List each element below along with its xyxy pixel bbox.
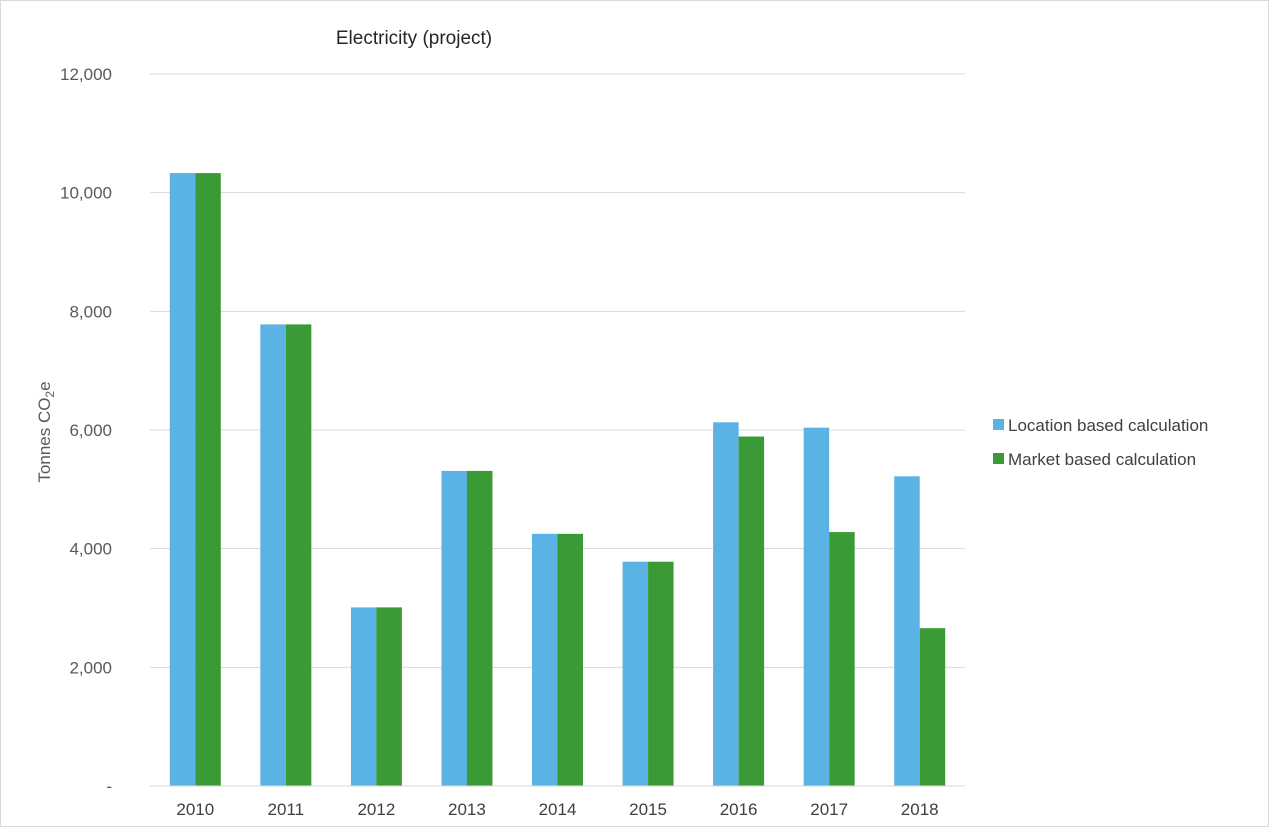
bar-market-2013 <box>466 470 493 786</box>
legend-label-market: Market based calculation <box>1008 450 1196 469</box>
bar-location-2016 <box>713 422 739 786</box>
y-axis-label-tail: e <box>35 381 54 390</box>
x-tick-label: 2011 <box>268 800 305 819</box>
bar-market-2017 <box>829 532 855 786</box>
y-tick-label: - <box>106 777 112 796</box>
bar-location-2018 <box>894 476 920 786</box>
y-tick-label: 12,000 <box>60 65 112 84</box>
bar-location-2012 <box>350 607 377 786</box>
y-axis-label-subscript: 2 <box>43 391 57 398</box>
legend-swatch-location <box>993 419 1004 430</box>
x-tick-label: 2012 <box>357 800 395 819</box>
bar-market-2010 <box>195 173 221 786</box>
bar-market-2011 <box>285 324 312 786</box>
y-axis-ticks: - 2,000 4,000 6,000 8,000 10,000 12,000 <box>60 65 112 796</box>
bar-market-2012 <box>376 607 402 786</box>
legend-label-location: Location based calculation <box>1008 416 1208 435</box>
bar-location-2011 <box>260 324 286 786</box>
bar-market-2016 <box>738 436 765 786</box>
y-tick-label: 2,000 <box>69 658 112 677</box>
legend-swatch-market <box>993 453 1004 464</box>
x-tick-label: 2016 <box>720 800 758 819</box>
x-tick-label: 2018 <box>901 800 939 819</box>
y-axis-label-main: Tonnes CO <box>35 398 54 483</box>
x-tick-label: 2015 <box>629 800 667 819</box>
x-tick-label: 2017 <box>810 800 848 819</box>
x-axis-ticks: 2010 2011 2012 2013 2014 2015 2016 2017 2018 <box>176 800 938 819</box>
y-axis-label: Tonnes CO2e <box>35 381 57 482</box>
x-tick-label: 2013 <box>448 800 486 819</box>
bar-location-2010 <box>169 173 196 786</box>
bar-location-2013 <box>441 470 467 786</box>
bar-market-2014 <box>557 533 583 786</box>
bar-location-2015 <box>622 561 649 786</box>
y-tick-label: 6,000 <box>69 421 112 440</box>
y-tick-label: 4,000 <box>69 540 112 559</box>
y-tick-label: 8,000 <box>69 302 112 321</box>
bar-market-2015 <box>648 561 674 786</box>
bar-location-2014 <box>532 533 558 786</box>
x-tick-label: 2010 <box>176 800 214 819</box>
bars <box>169 173 946 786</box>
y-tick-label: 10,000 <box>60 184 112 203</box>
chart-title: Electricity (project) <box>336 28 492 49</box>
legend: Location based calculation Market based … <box>993 416 1208 469</box>
bar-market-2018 <box>919 628 946 786</box>
bar-location-2017 <box>803 427 830 786</box>
x-tick-label: 2014 <box>539 800 577 819</box>
